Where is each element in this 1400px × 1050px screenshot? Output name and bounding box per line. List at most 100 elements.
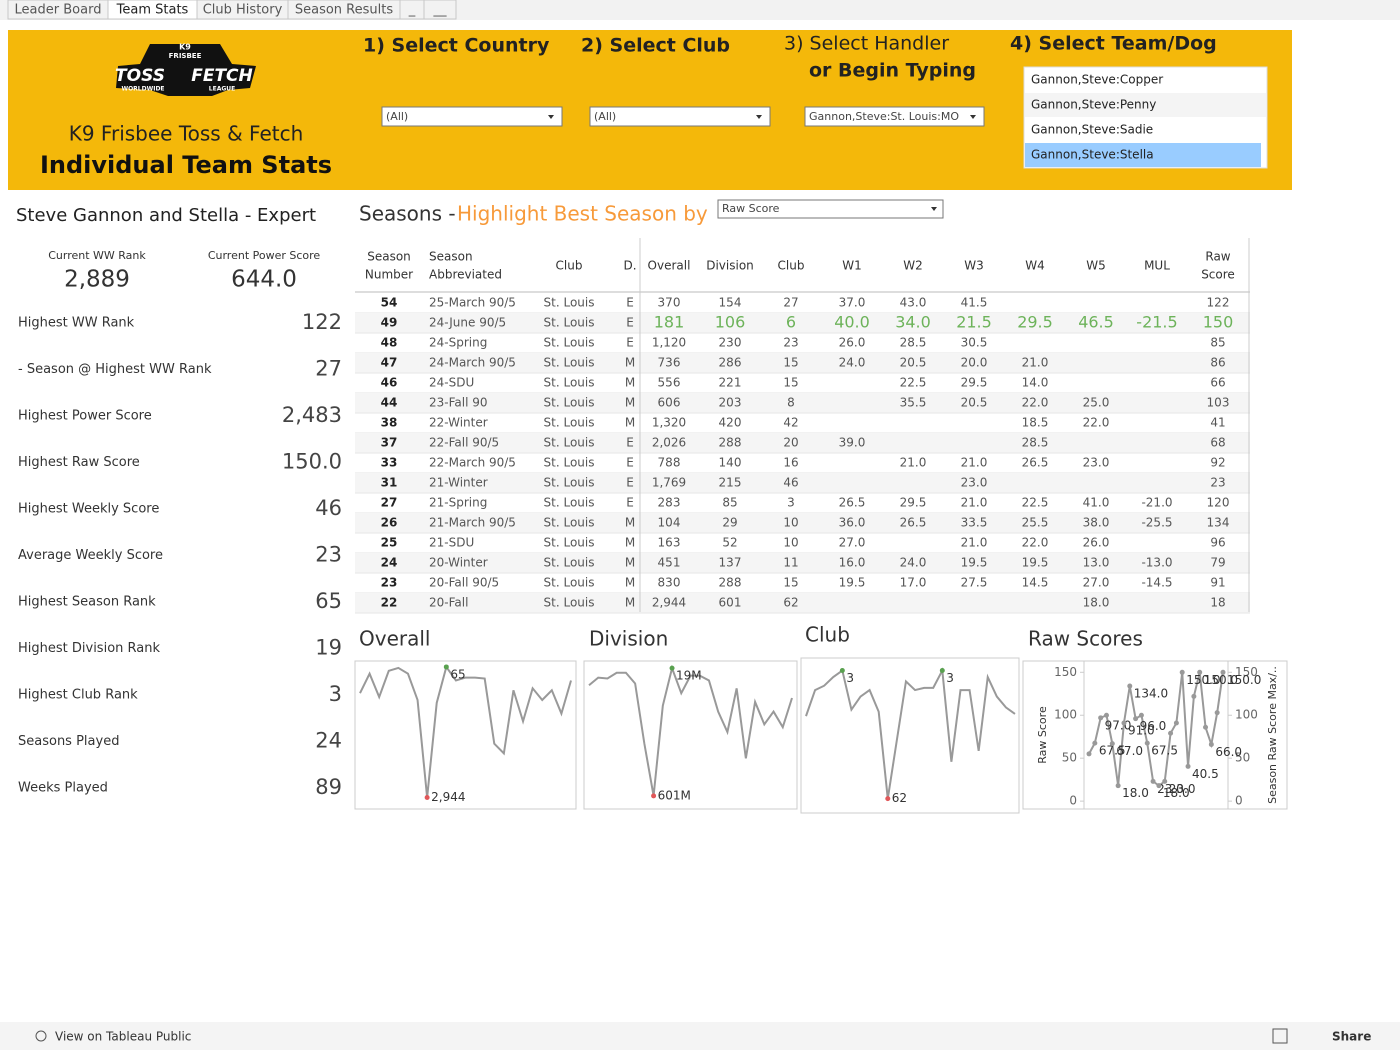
table-cell: St. Louis [544, 356, 595, 370]
team-option[interactable]: Gannon,Steve:Stella [1031, 148, 1154, 162]
table-cell: 134 [1207, 516, 1230, 530]
highlight-value[interactable]: Raw Score [722, 202, 780, 215]
footer-link[interactable]: View on Tableau Public [55, 1030, 191, 1044]
table-cell: 288 [719, 436, 742, 450]
point [669, 665, 675, 671]
point-label: 3 [946, 671, 954, 685]
table-cell: 830 [658, 576, 681, 590]
team-option[interactable]: Gannon,Steve:Sadie [1031, 123, 1153, 137]
filter-dropdown[interactable] [589, 106, 771, 127]
team-option[interactable]: Gannon,Steve:Copper [1031, 73, 1163, 87]
table-cell: 29.5 [961, 376, 988, 390]
table-cell: 37.0 [839, 296, 866, 310]
table-cell: -14.5 [1141, 576, 1172, 590]
y-tick-label: 150 [1054, 665, 1077, 679]
footer-share[interactable]: Share [1332, 1030, 1371, 1044]
y-tick-label: 100 [1054, 708, 1077, 722]
tab[interactable] [423, 0, 457, 20]
point [1144, 740, 1150, 746]
table-cell: 24.0 [900, 556, 927, 570]
point-label: 65 [450, 667, 465, 681]
tab-label[interactable]: __ [433, 3, 448, 18]
table-cell: 26.5 [900, 516, 927, 530]
table-cell: 20-Fall [429, 596, 468, 610]
chart-frame [1022, 660, 1288, 810]
table-cell: 21.5 [956, 313, 992, 332]
table-cell: 19.5 [961, 556, 988, 570]
highlight-dropdown[interactable] [717, 199, 944, 219]
kpi-label: Current Power Score [208, 249, 321, 262]
table-cell: St. Louis [544, 516, 595, 530]
stat-label: Highest Power Score [18, 409, 152, 424]
table-cell: 23-Fall 90 [429, 396, 488, 410]
table-cell: 27.5 [961, 576, 988, 590]
stat-value: 150.0 [282, 450, 342, 474]
filter-label: 4) Select Team/Dog [1010, 33, 1217, 55]
filter-dropdown[interactable] [381, 106, 563, 127]
point-label: 150.0 [1227, 673, 1261, 687]
table-cell: 22.0 [1022, 396, 1049, 410]
table-cell: 23 [1210, 476, 1225, 490]
table-cell: 46 [783, 476, 798, 490]
y2-axis-title: Season Raw Score Max/.. [1266, 666, 1279, 804]
column-header: Season [429, 250, 473, 264]
table-cell: 28.5 [900, 336, 927, 350]
point [1173, 720, 1179, 726]
table-cell: 2,944 [652, 596, 686, 610]
stat-label: Highest WW Rank [18, 316, 135, 331]
team-option[interactable]: Gannon,Steve:Penny [1031, 98, 1156, 112]
filter-value[interactable]: Gannon,Steve:St. Louis:MO [809, 110, 959, 123]
table-cell: E [626, 336, 634, 350]
table-cell: 1,769 [652, 476, 686, 490]
table-cell: 21-March 90/5 [429, 516, 516, 530]
point-label: 23.0 [1169, 782, 1196, 796]
table-cell: 24.0 [839, 356, 866, 370]
filter-value[interactable]: (All) [386, 110, 408, 123]
tab-label[interactable]: Team Stats [116, 3, 189, 18]
table-cell: 62 [783, 596, 798, 610]
table-cell: -21.0 [1141, 496, 1172, 510]
table-cell: 140 [719, 456, 742, 470]
point-label: 67.0 [1116, 744, 1143, 758]
filter-value[interactable]: (All) [594, 110, 616, 123]
table-cell: St. Louis [544, 416, 595, 430]
column-header: W3 [964, 259, 984, 273]
point-label: 18.0 [1163, 786, 1190, 800]
header-subtitle: K9 Frisbee Toss & Fetch [69, 122, 304, 146]
y-tick-label: 0 [1069, 794, 1077, 808]
table-cell: 22.0 [1022, 536, 1049, 550]
table-cell: 163 [658, 536, 681, 550]
table-cell: 2,026 [652, 436, 686, 450]
point [939, 668, 945, 674]
table-cell: -13.0 [1141, 556, 1172, 570]
point-label: 18.0 [1122, 786, 1149, 800]
filter-dropdown[interactable] [804, 106, 985, 127]
tab-label[interactable]: _ [408, 3, 416, 18]
table-cell: St. Louis [544, 576, 595, 590]
column-header: Overall [648, 259, 691, 273]
highlight-label: Highlight Best Season by [457, 202, 708, 226]
table-cell: 21.0 [900, 456, 927, 470]
table-cell: 10 [783, 516, 798, 530]
table-cell: 29 [722, 516, 737, 530]
table-cell: 25.5 [1022, 516, 1049, 530]
table-cell: M [625, 376, 635, 390]
header-title: Individual Team Stats [40, 151, 332, 179]
table-cell: 22-Winter [429, 416, 488, 430]
table-cell: 85 [1210, 336, 1225, 350]
point [1138, 712, 1144, 718]
tab-label[interactable]: Leader Board [15, 3, 102, 18]
point [1121, 720, 1127, 726]
tab-label[interactable]: Season Results [295, 3, 393, 18]
sparkline [1088, 672, 1224, 787]
chart-frame [354, 660, 577, 810]
table-cell: 29.5 [1017, 313, 1053, 332]
table-cell: 15 [783, 576, 798, 590]
logo-text: K9 [179, 43, 191, 52]
dropdown-arrow [970, 115, 976, 119]
point-label: 601M [658, 788, 691, 802]
tab-label[interactable]: Club History [203, 3, 283, 18]
table-cell: 39.0 [839, 436, 866, 450]
point-label: 150.0 [1204, 673, 1238, 687]
table-cell: 137 [719, 556, 742, 570]
